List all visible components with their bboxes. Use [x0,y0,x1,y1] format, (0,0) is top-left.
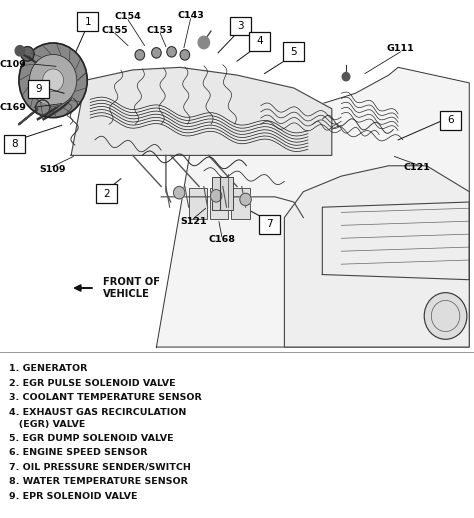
FancyBboxPatch shape [96,184,117,203]
FancyBboxPatch shape [4,135,25,153]
Text: S121: S121 [180,217,207,226]
Text: 3: 3 [237,21,244,31]
Text: 8. WATER TEMPERATURE SENSOR: 8. WATER TEMPERATURE SENSOR [9,477,188,486]
Circle shape [342,73,350,81]
FancyBboxPatch shape [77,12,98,31]
Text: 1. GENERATOR: 1. GENERATOR [9,364,88,373]
Text: 5. EGR DUMP SOLENOID VALVE: 5. EGR DUMP SOLENOID VALVE [9,434,174,443]
Polygon shape [284,166,469,347]
Text: G111: G111 [387,44,414,53]
Text: C155: C155 [101,25,128,35]
Circle shape [152,48,161,58]
Circle shape [173,186,185,199]
FancyBboxPatch shape [212,177,233,210]
Text: C109: C109 [0,60,27,69]
Text: C169: C169 [0,103,27,112]
Circle shape [240,193,251,206]
Text: C121: C121 [404,163,430,172]
FancyBboxPatch shape [283,42,304,61]
Circle shape [135,50,145,60]
Polygon shape [71,67,332,155]
Text: 7. OIL PRESSURE SENDER/SWITCH: 7. OIL PRESSURE SENDER/SWITCH [9,463,191,472]
Text: 4. EXHAUST GAS RECIRCULATION: 4. EXHAUST GAS RECIRCULATION [9,408,187,417]
Text: C168: C168 [209,235,235,244]
Text: 2. EGR PULSE SOLENOID VALVE: 2. EGR PULSE SOLENOID VALVE [9,379,176,388]
Circle shape [29,54,77,106]
Circle shape [21,47,34,61]
Text: 9. EPR SOLENOID VALVE: 9. EPR SOLENOID VALVE [9,492,138,501]
Text: 5: 5 [291,47,297,57]
FancyBboxPatch shape [440,111,461,130]
Circle shape [167,47,176,57]
FancyBboxPatch shape [230,17,251,35]
FancyBboxPatch shape [28,80,49,98]
Circle shape [43,69,64,92]
Circle shape [210,190,222,202]
Text: 4: 4 [256,36,263,47]
Text: 2: 2 [103,189,110,199]
Circle shape [180,50,190,60]
Circle shape [198,36,210,49]
Circle shape [39,104,46,112]
Text: 6: 6 [447,115,454,125]
Text: 6. ENGINE SPEED SENSOR: 6. ENGINE SPEED SENSOR [9,448,148,457]
FancyBboxPatch shape [189,188,207,219]
FancyBboxPatch shape [249,32,270,51]
Text: FRONT OF
VEHICLE: FRONT OF VEHICLE [103,277,160,299]
Text: S109: S109 [39,165,65,175]
Circle shape [19,43,87,118]
FancyBboxPatch shape [210,188,228,219]
Text: 1: 1 [84,17,91,27]
Text: 9: 9 [36,84,42,94]
Text: 8: 8 [11,139,18,149]
Text: C143: C143 [177,11,204,20]
FancyBboxPatch shape [231,188,250,219]
Circle shape [15,46,25,56]
Polygon shape [156,67,469,347]
Circle shape [424,293,467,339]
Text: 7: 7 [266,219,273,229]
Text: C154: C154 [115,12,141,21]
Text: (EGR) VALVE: (EGR) VALVE [9,420,86,429]
Text: 3. COOLANT TEMPERATURE SENSOR: 3. COOLANT TEMPERATURE SENSOR [9,393,202,402]
FancyBboxPatch shape [259,215,280,234]
Text: C153: C153 [147,25,173,35]
